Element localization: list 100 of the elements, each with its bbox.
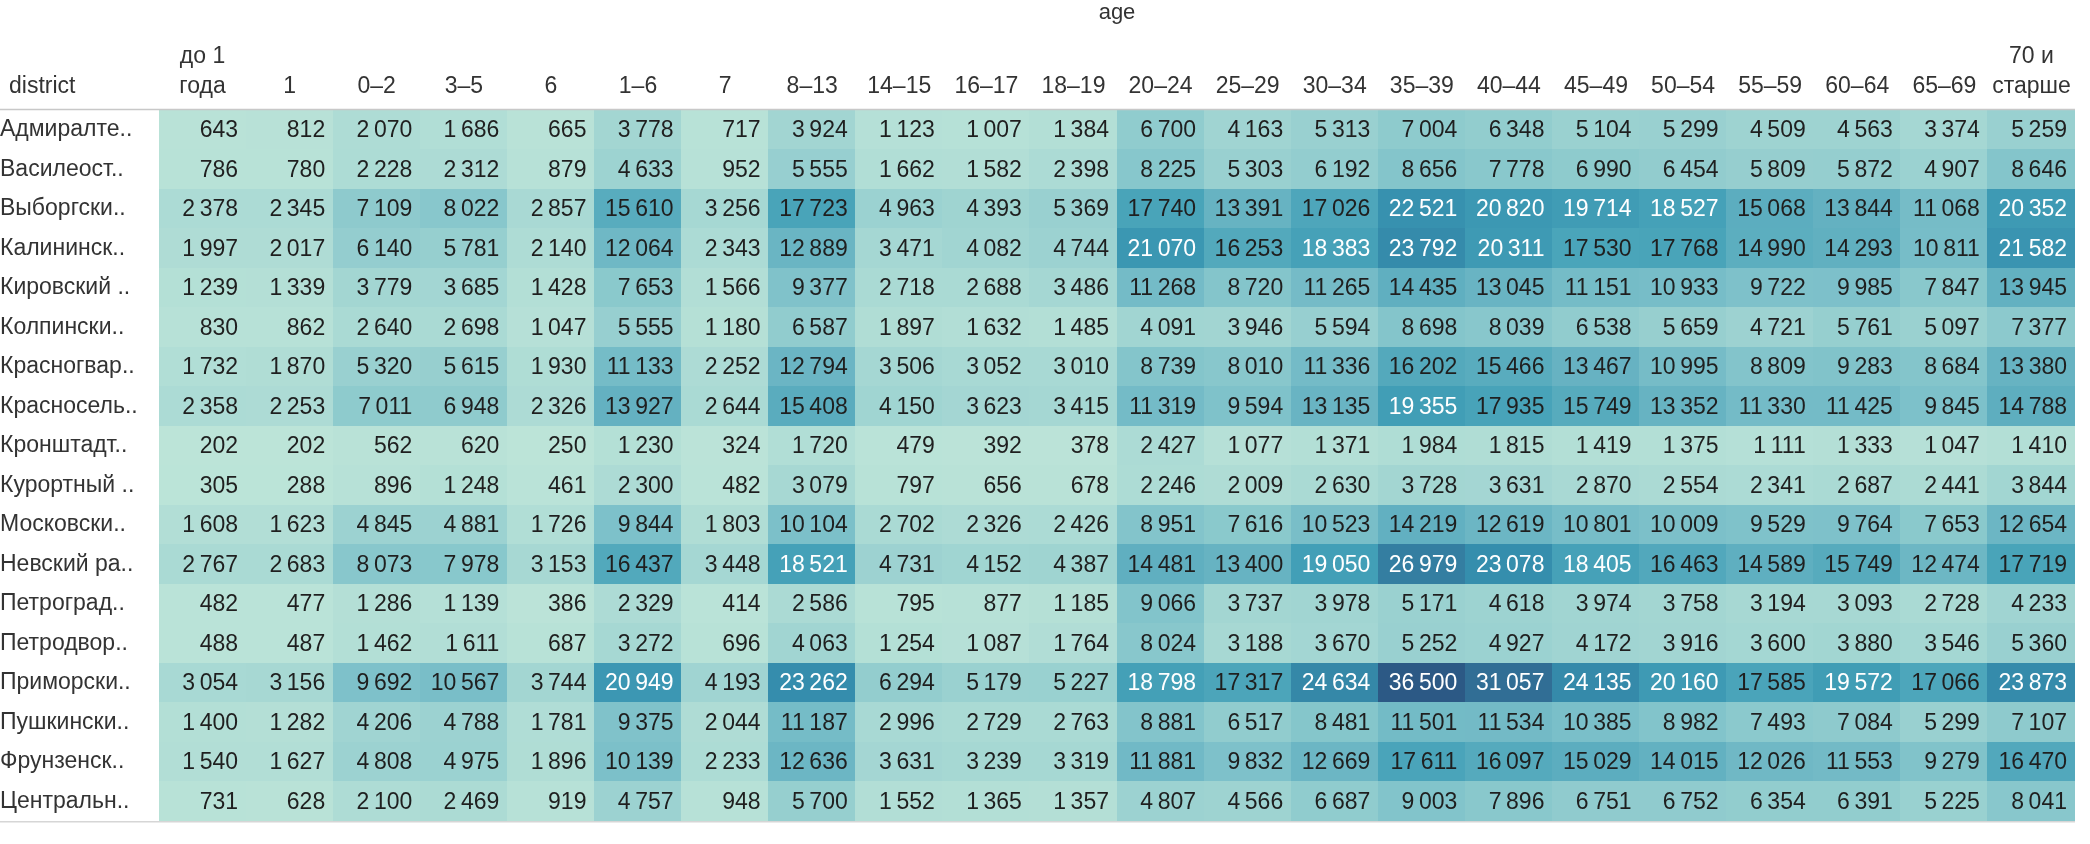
data-label: 18 798 [1127,669,1197,696]
data-label: 5 872 [1837,155,1893,182]
data-label: 643 [199,116,239,143]
x-tick-label: 50–54 [1651,72,1716,99]
data-label: 2 630 [1314,471,1371,498]
data-label: 8 809 [1749,353,1806,380]
data-label: 3 744 [530,669,587,696]
data-label: 12 026 [1737,748,1806,775]
data-label: 1 428 [530,274,587,301]
data-label: 26 979 [1388,550,1458,577]
x-tick-label: 0–2 [357,72,396,99]
data-label: 3 153 [530,550,587,577]
data-label: 9 066 [1140,590,1197,617]
data-label: 1 111 [1753,432,1806,459]
data-label: 3 052 [966,353,1022,380]
data-label: 8 024 [1140,629,1197,656]
data-label: 4 881 [443,511,500,538]
data-label: 1 627 [269,748,326,775]
data-label: 3 546 [1924,629,1980,656]
data-label: 324 [722,432,761,459]
data-label: 15 408 [779,392,848,419]
data-label: 687 [548,629,587,656]
data-label: 8 739 [1140,353,1197,380]
data-label: 14 481 [1127,550,1197,577]
data-label: 2 767 [182,550,239,577]
x-tick-label: 30–34 [1302,72,1367,99]
data-label: 1 540 [182,748,239,775]
data-label: 461 [548,471,587,498]
data-label: 8 225 [1140,155,1197,182]
data-label: 2 702 [879,511,935,538]
data-label: 2 718 [879,274,935,301]
data-label: 5 555 [617,313,674,340]
data-label: 1 632 [966,313,1022,340]
data-label: 2 341 [1749,471,1806,498]
data-label: 15 610 [604,195,674,222]
data-label: 9 375 [617,708,674,735]
data-label: 17 026 [1301,195,1371,222]
data-label: 1 365 [966,787,1022,814]
data-label: 1 282 [269,708,326,735]
data-label: 17 585 [1737,669,1806,696]
data-label: 5 259 [2011,116,2067,143]
data-label: 14 293 [1824,234,1893,261]
data-label: 3 946 [1227,313,1284,340]
data-label: 12 636 [779,748,848,775]
data-label: 8 951 [1140,511,1197,538]
data-label: 797 [896,471,935,498]
data-label: 482 [199,590,239,617]
y-tick-label: Адмиралте.. [0,115,133,142]
data-label: 1 608 [182,511,239,538]
data-label: 6 454 [1662,155,1719,182]
data-label: 7 004 [1401,116,1458,143]
data-label: 11 187 [780,708,848,735]
data-label: 2 426 [1053,511,1109,538]
data-label: 2 644 [704,392,761,419]
y-tick-label: Василеост.. [0,154,124,181]
data-label: 2 683 [269,550,326,577]
data-label: 23 262 [779,669,848,696]
data-label: 36 500 [1388,669,1458,696]
data-label: 11 534 [1477,708,1545,735]
x-axis-title: age [1098,0,1136,25]
data-label: 3 600 [1749,629,1806,656]
data-label: 8 041 [2011,787,2067,814]
data-label: 20 160 [1650,669,1719,696]
data-label: 4 193 [704,669,761,696]
data-label: 4 509 [1749,116,1806,143]
data-label: 830 [199,313,239,340]
data-label: 13 400 [1214,550,1284,577]
data-label: 17 740 [1127,195,1197,222]
data-label: 13 391 [1214,195,1284,222]
data-label: 4 975 [443,748,500,775]
data-label: 1 123 [879,116,935,143]
data-label: 3 319 [1053,748,1109,775]
data-label: 8 982 [1662,708,1719,735]
data-label: 13 352 [1650,392,1719,419]
data-label: 7 109 [356,195,413,222]
data-label: 14 788 [1998,392,2067,419]
data-label: 879 [548,155,587,182]
x-tick-label: 45–49 [1564,72,1628,99]
y-tick-label: Петродвор.. [0,628,128,655]
data-label: 1 726 [530,511,587,538]
data-label: 5 809 [1749,155,1806,182]
data-label: 5 369 [1053,195,1109,222]
y-axis-title: district [9,72,77,98]
data-label: 8 022 [443,195,500,222]
data-label: 717 [722,116,761,143]
data-label: 6 752 [1662,787,1719,814]
data-label: 12 654 [1998,511,2068,538]
data-label: 17 768 [1650,234,1719,261]
data-label: 13 045 [1475,274,1545,301]
data-label: 15 749 [1824,550,1893,577]
data-label: 3 978 [1314,590,1371,617]
data-label: 10 385 [1562,708,1632,735]
data-label: 9 722 [1749,274,1806,301]
x-tick-label: 40–44 [1476,72,1542,99]
data-label: 7 011 [358,392,413,419]
y-tick-label: Фрунзенск.. [0,747,125,774]
data-label: 11 319 [1129,392,1197,419]
data-label: 9 832 [1227,748,1284,775]
data-label: 11 336 [1303,353,1371,380]
data-label: 8 481 [1314,708,1371,735]
